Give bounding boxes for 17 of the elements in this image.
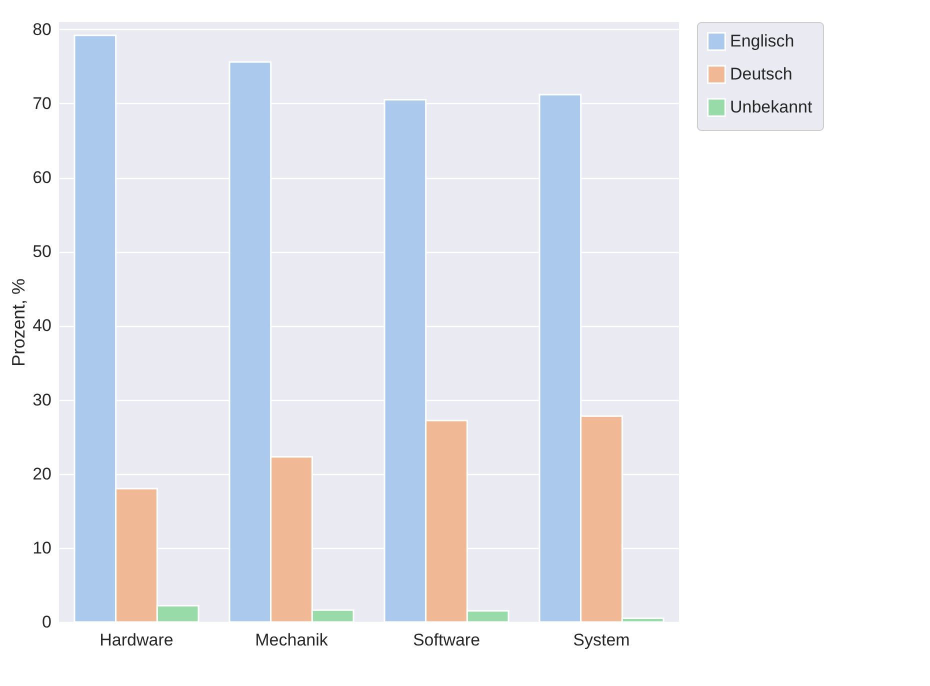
y-tick-label: 60 (32, 168, 52, 188)
y-axis-title: Prozent, % (8, 278, 29, 367)
x-tick-label: Hardware (100, 630, 174, 650)
y-tick-label: 10 (32, 538, 52, 558)
legend-label: Deutsch (730, 64, 792, 84)
y-tick-label: 80 (32, 20, 52, 39)
legend-label: Unbekannt (730, 98, 813, 116)
x-tick-label: System (573, 630, 630, 650)
legend-label: Englisch (730, 32, 794, 50)
x-tick-label: Mechanik (255, 630, 328, 650)
y-tick-label: 30 (32, 390, 52, 410)
y-tick-label: 40 (32, 316, 52, 336)
x-tick-label: Software (412, 630, 480, 650)
y-tick-label: 20 (32, 464, 52, 484)
y-tick-label: 70 (32, 94, 52, 113)
y-tick-label: 50 (32, 242, 52, 262)
y-tick-label: 0 (42, 612, 52, 632)
